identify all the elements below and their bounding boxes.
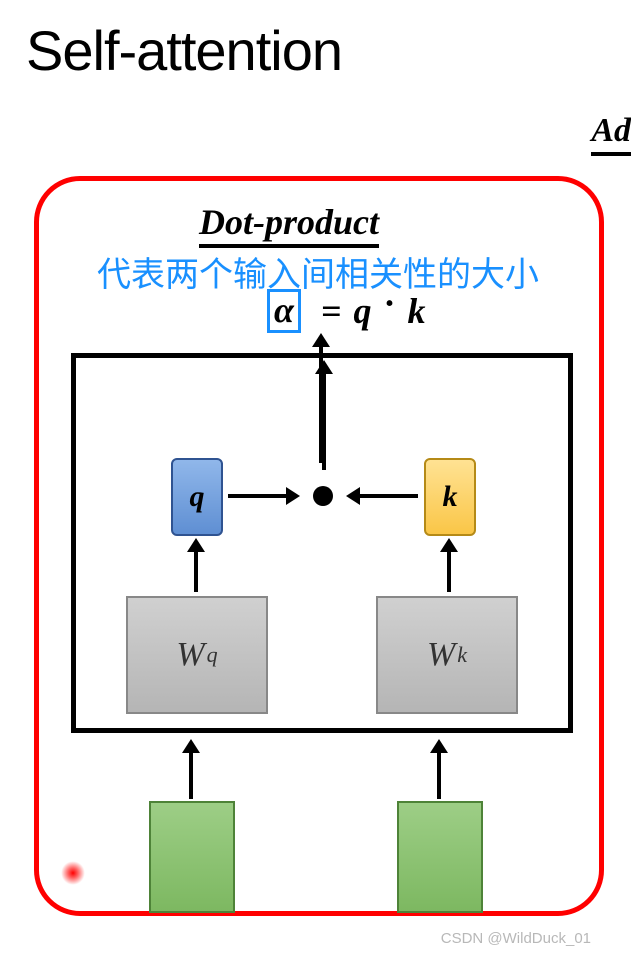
- computation-box: q k Wq Wk: [71, 353, 573, 733]
- arrow-q-to-dot: [228, 494, 288, 498]
- wq-matrix: Wq: [126, 596, 268, 714]
- arrow-input-b-to-wk: [437, 751, 441, 799]
- k-node-label: k: [443, 480, 458, 514]
- input-b: [397, 801, 483, 913]
- additive-label-truncated: Ad: [591, 112, 631, 156]
- alpha-variable: α: [267, 289, 301, 333]
- wk-label: W: [427, 636, 455, 674]
- arrow-wq-to-q: [194, 550, 198, 592]
- k-variable: k: [407, 290, 425, 332]
- wk-sup: k: [457, 642, 467, 668]
- laser-pointer-icon: [61, 861, 85, 885]
- page-title: Self-attention: [0, 0, 631, 83]
- watermark: CSDN @WildDuck_01: [441, 930, 591, 947]
- arrow-k-to-dot: [358, 494, 418, 498]
- arrow-input-a-to-wq: [189, 751, 193, 799]
- wk-matrix: Wk: [376, 596, 518, 714]
- wq-sup: q: [207, 642, 218, 668]
- k-node: k: [424, 458, 476, 536]
- arrow-dot-up: [322, 372, 326, 470]
- q-node: q: [171, 458, 223, 536]
- dot-node: [313, 486, 333, 506]
- equals-sign: =: [321, 290, 342, 332]
- diagram-panel: Dot-product 代表两个输入间相关性的大小 α = q · k q k …: [34, 176, 604, 916]
- dot-product-label: Dot-product: [199, 201, 379, 248]
- arrow-wk-to-k: [447, 550, 451, 592]
- wq-label: W: [176, 636, 204, 674]
- q-node-label: q: [190, 480, 205, 514]
- dot-operator: ·: [383, 282, 395, 324]
- q-variable: q: [353, 290, 371, 332]
- input-a: [149, 801, 235, 913]
- equation: α = q · k: [267, 289, 431, 333]
